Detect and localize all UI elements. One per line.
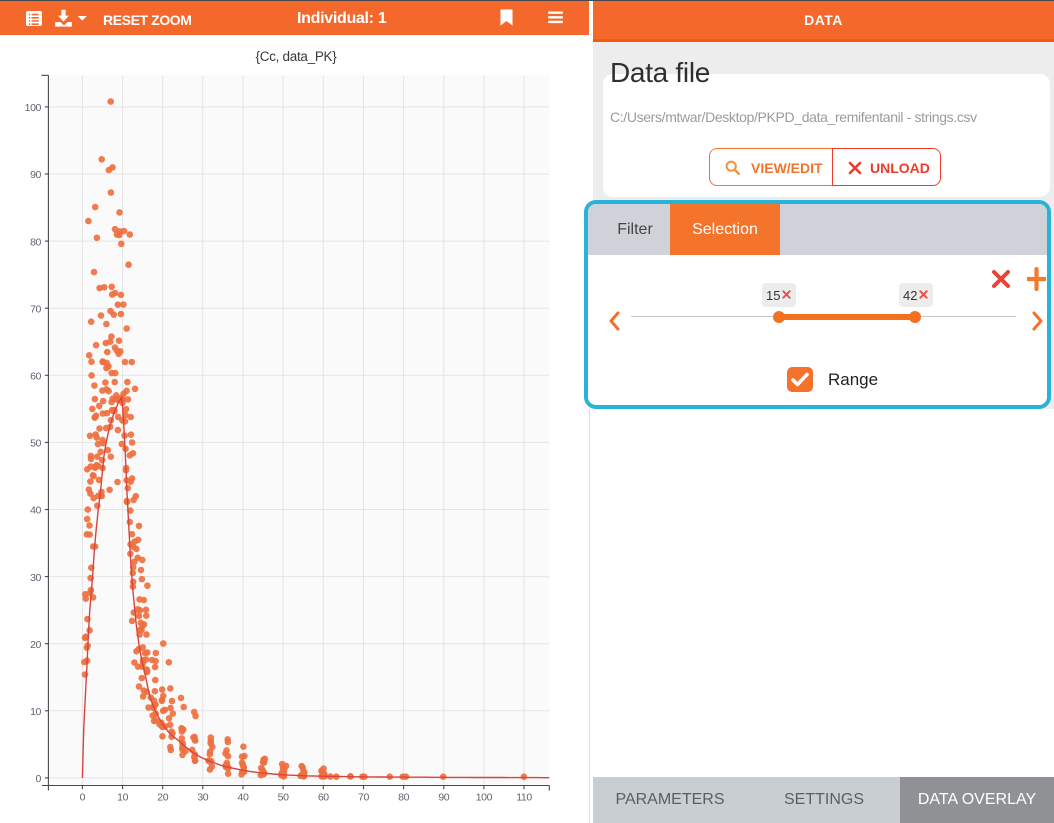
svg-text:30: 30 bbox=[197, 792, 208, 804]
svg-text:110: 110 bbox=[516, 792, 532, 804]
svg-text:50: 50 bbox=[30, 438, 41, 450]
svg-text:20: 20 bbox=[30, 639, 41, 651]
svg-text:30: 30 bbox=[30, 572, 41, 584]
svg-text:90: 90 bbox=[30, 169, 41, 181]
svg-text:90: 90 bbox=[438, 792, 449, 804]
svg-text:40: 40 bbox=[238, 792, 249, 804]
svg-text:0: 0 bbox=[80, 792, 86, 804]
svg-text:100: 100 bbox=[476, 792, 493, 804]
svg-text:20: 20 bbox=[157, 792, 168, 804]
svg-text:50: 50 bbox=[278, 792, 289, 804]
svg-text:10: 10 bbox=[117, 792, 128, 804]
svg-text:10: 10 bbox=[30, 706, 41, 718]
svg-text:0: 0 bbox=[36, 773, 42, 785]
svg-text:60: 60 bbox=[318, 792, 329, 804]
svg-text:{Cc, data_PK}: {Cc, data_PK} bbox=[256, 49, 338, 64]
svg-text:70: 70 bbox=[358, 792, 369, 804]
svg-text:40: 40 bbox=[30, 505, 41, 517]
svg-text:60: 60 bbox=[30, 371, 41, 383]
svg-text:70: 70 bbox=[30, 303, 41, 315]
svg-text:80: 80 bbox=[30, 236, 41, 248]
svg-text:80: 80 bbox=[398, 792, 409, 804]
svg-text:100: 100 bbox=[25, 102, 42, 114]
